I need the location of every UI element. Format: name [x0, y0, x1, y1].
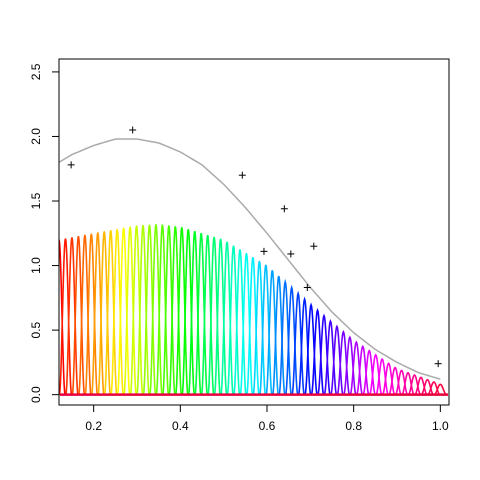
basis-curves: [59, 224, 447, 396]
basis-curve: [336, 330, 351, 396]
basis-curve: [77, 234, 92, 395]
basis-curve: [245, 256, 260, 395]
data-point: [303, 284, 311, 292]
basis-curve: [343, 335, 357, 396]
basis-curve: [181, 229, 196, 395]
basis-curve: [258, 264, 273, 395]
basis-curve: [414, 376, 428, 396]
scatter-points: [67, 126, 442, 368]
basis-curve: [375, 357, 389, 396]
basis-curve: [110, 228, 125, 395]
basis-curve: [323, 318, 338, 395]
basis-curve: [161, 225, 176, 395]
y-tick-label: 1.5: [29, 192, 43, 209]
data-point: [287, 250, 295, 258]
x-tick-label: 1.0: [432, 419, 449, 433]
basis-curve: [194, 232, 209, 395]
basis-curve: [381, 362, 396, 396]
basis-curve: [310, 307, 325, 395]
basis-curve: [59, 238, 73, 395]
data-point: [310, 242, 318, 250]
x-tick-label: 0.2: [85, 419, 102, 433]
basis-curve: [252, 260, 267, 395]
basis-curve: [388, 366, 402, 396]
data-point: [238, 171, 246, 179]
basis-curve: [59, 239, 66, 395]
x-tick-label: 0.6: [259, 419, 276, 433]
basis-curve: [142, 224, 157, 395]
basis-curve: [200, 234, 215, 395]
basis-curve: [239, 253, 254, 395]
basis-curve: [90, 232, 105, 395]
basis-curve: [123, 226, 138, 395]
basis-curve: [394, 369, 409, 396]
basis-curve: [278, 278, 293, 395]
basis-curve: [433, 383, 447, 396]
basis-curve: [233, 249, 247, 395]
x-tick-label: 0.8: [345, 419, 362, 433]
basis-curve: [349, 340, 364, 396]
basis-curve: [407, 374, 422, 396]
basis-curve: [116, 227, 131, 395]
data-point: [260, 247, 268, 255]
data-point: [434, 360, 442, 368]
basis-curve: [362, 349, 377, 396]
basis-curve: [368, 353, 383, 396]
basis-curve: [297, 296, 312, 395]
data-point: [67, 161, 75, 169]
data-point: [129, 126, 137, 134]
y-tick-label: 1.0: [29, 257, 43, 274]
data-point: [280, 205, 288, 213]
basis-curve: [265, 270, 280, 395]
basis-curve: [84, 233, 99, 395]
smooth-curve: [58, 138, 441, 380]
y-axis: 0.0 0.5 1.0 1.5 2.0 2.5: [29, 63, 60, 403]
basis-curve: [427, 381, 441, 396]
basis-curve: [168, 226, 183, 395]
y-tick-label: 2.5: [29, 63, 43, 80]
y-tick-label: 2.0: [29, 128, 43, 145]
basis-curve: [213, 238, 228, 395]
basis-curve: [65, 237, 79, 395]
smooth-curve-line: [58, 138, 441, 380]
basis-curve: [284, 284, 299, 395]
basis-curve: [330, 324, 344, 395]
y-tick-label: 0.0: [29, 386, 43, 403]
basis-curve: [136, 225, 150, 395]
basis-curve: [155, 224, 170, 395]
basis-curve: [317, 313, 331, 395]
basis-curve: [226, 245, 241, 395]
basis-curve: [271, 275, 286, 395]
basis-curve: [71, 235, 86, 395]
y-tick-label: 0.5: [29, 321, 43, 338]
basis-curve: [103, 230, 118, 395]
x-axis: 0.2 0.4 0.6 0.8 1.0: [85, 404, 449, 433]
basis-curve: [220, 241, 234, 395]
basis-curve: [187, 230, 202, 395]
basis-curve: [97, 231, 112, 395]
basis-curve: [355, 344, 370, 396]
x-tick-label: 0.4: [172, 419, 189, 433]
basis-curve: [291, 290, 306, 395]
basis-curve: [401, 371, 415, 396]
basis-curve: [174, 227, 189, 395]
basis-curve: [149, 224, 163, 395]
basis-curve: [304, 302, 318, 395]
basis-curve: [129, 225, 144, 395]
basis-curve: [420, 378, 434, 396]
basis-curve: [207, 236, 222, 395]
